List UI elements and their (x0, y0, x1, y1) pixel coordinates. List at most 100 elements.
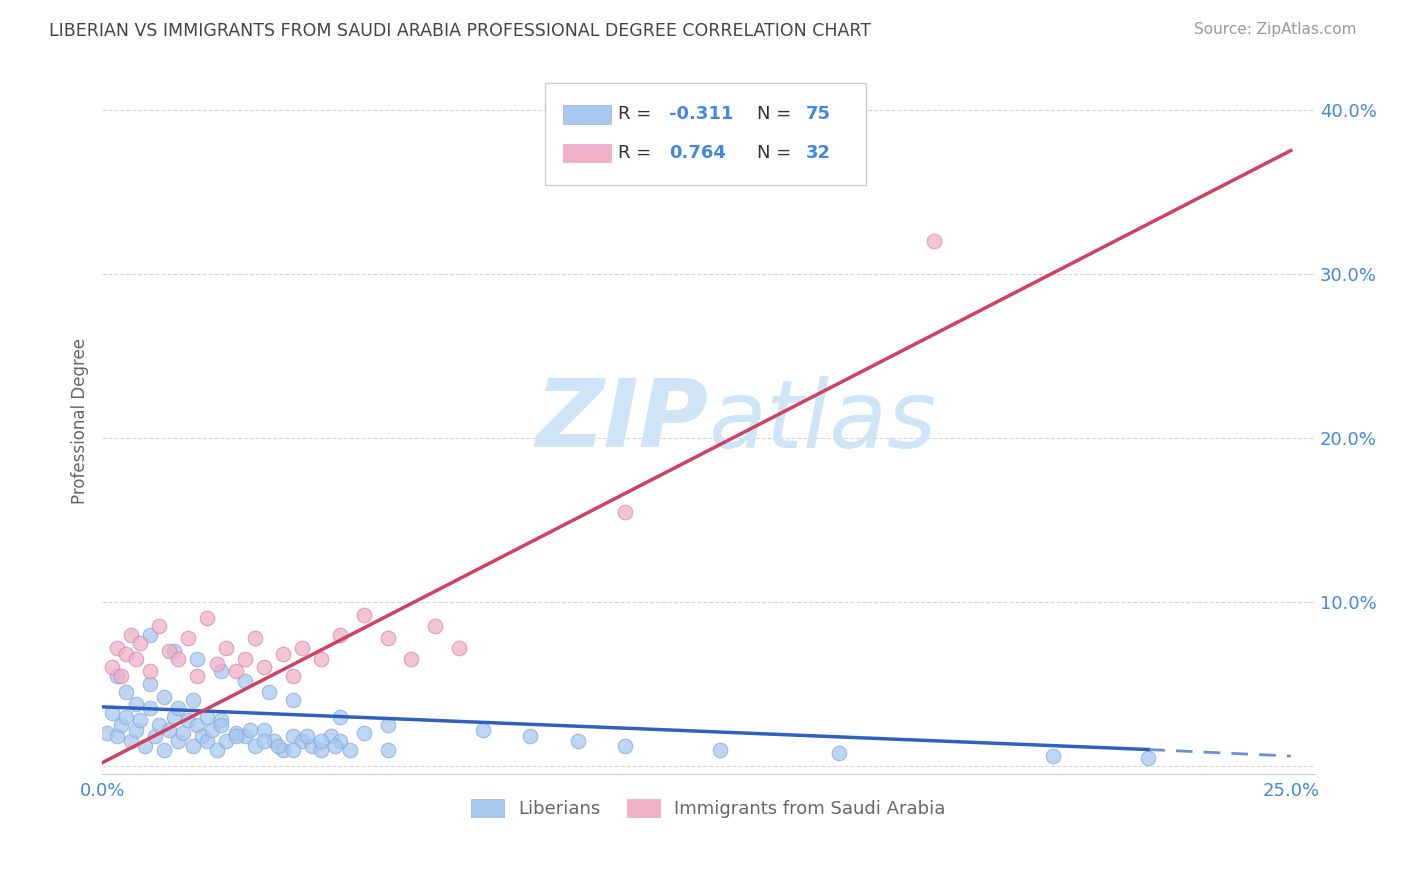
Point (163, 709, 186, 723)
Point (143, 730, 166, 744)
Point (225, 726, 247, 740)
Point (243, 631, 266, 645)
Point (177, 631, 200, 645)
Point (163, 644, 186, 658)
Point (215, 640, 238, 655)
Point (281, 668, 304, 682)
Text: R =: R = (617, 105, 657, 123)
Point (215, 734, 238, 748)
Point (153, 742, 176, 756)
Point (129, 636, 152, 650)
Point (181, 693, 204, 707)
Point (377, 742, 399, 756)
Point (922, 234, 945, 248)
Text: 0.764: 0.764 (669, 145, 725, 162)
Point (186, 652, 208, 666)
Point (257, 685, 280, 699)
Point (291, 640, 314, 655)
Point (120, 627, 142, 641)
Point (1042, 749, 1064, 764)
Text: atlas: atlas (709, 376, 936, 467)
Point (129, 713, 152, 727)
Text: 32: 32 (806, 145, 831, 162)
Point (263, 734, 285, 748)
Point (329, 734, 352, 748)
Point (339, 742, 361, 756)
Point (105, 640, 128, 655)
Point (329, 627, 352, 641)
Point (401, 652, 423, 666)
Text: -0.311: -0.311 (669, 105, 733, 123)
Point (167, 701, 190, 715)
Point (233, 730, 256, 744)
Point (253, 734, 276, 748)
Point (115, 709, 138, 723)
Point (120, 734, 142, 748)
Point (209, 713, 232, 727)
Point (115, 648, 138, 662)
Point (139, 701, 162, 715)
Point (1137, 750, 1160, 764)
Point (567, 734, 589, 748)
Point (167, 652, 190, 666)
Point (253, 723, 276, 737)
Point (172, 726, 194, 740)
Point (319, 730, 342, 744)
Point (239, 723, 262, 737)
Point (191, 730, 214, 744)
Point (186, 668, 208, 682)
Text: R =: R = (617, 145, 657, 162)
Point (110, 718, 132, 732)
Point (281, 730, 304, 744)
Text: ZIP: ZIP (536, 376, 709, 467)
Point (271, 742, 294, 756)
Point (115, 685, 138, 699)
Point (614, 505, 637, 519)
Point (96, 726, 118, 740)
Point (225, 664, 247, 678)
Point (243, 739, 266, 754)
Y-axis label: Professional Degree: Professional Degree (72, 338, 89, 504)
Point (325, 739, 347, 754)
Point (101, 660, 124, 674)
FancyBboxPatch shape (562, 105, 610, 124)
Text: LIBERIAN VS IMMIGRANTS FROM SAUDI ARABIA PROFESSIONAL DEGREE CORRELATION CHART: LIBERIAN VS IMMIGRANTS FROM SAUDI ARABIA… (49, 22, 872, 40)
Point (148, 619, 170, 633)
Point (309, 734, 332, 748)
Point (471, 723, 494, 737)
FancyBboxPatch shape (562, 144, 610, 162)
Point (148, 718, 170, 732)
Text: 75: 75 (806, 105, 831, 123)
Point (205, 657, 228, 672)
FancyBboxPatch shape (546, 83, 866, 185)
Point (101, 706, 124, 721)
Point (425, 619, 447, 633)
Point (157, 644, 180, 658)
Point (309, 652, 332, 666)
Point (139, 677, 162, 691)
Point (353, 726, 375, 740)
Point (181, 739, 204, 754)
Point (253, 660, 276, 674)
Point (139, 627, 162, 641)
Point (195, 611, 218, 625)
Point (377, 718, 399, 732)
Point (195, 709, 218, 723)
Point (329, 709, 352, 723)
Point (301, 739, 323, 754)
Text: Source: ZipAtlas.com: Source: ZipAtlas.com (1194, 22, 1357, 37)
Point (614, 739, 637, 754)
Point (195, 734, 218, 748)
Point (209, 718, 232, 732)
Point (281, 742, 304, 756)
Point (167, 734, 190, 748)
Text: N =: N = (758, 105, 797, 123)
Point (267, 739, 290, 754)
Point (105, 730, 128, 744)
Legend: Liberians, Immigrants from Saudi Arabia: Liberians, Immigrants from Saudi Arabia (464, 791, 953, 825)
Point (225, 730, 247, 744)
Point (281, 693, 304, 707)
Point (186, 718, 208, 732)
Point (153, 690, 176, 704)
Point (233, 673, 256, 688)
